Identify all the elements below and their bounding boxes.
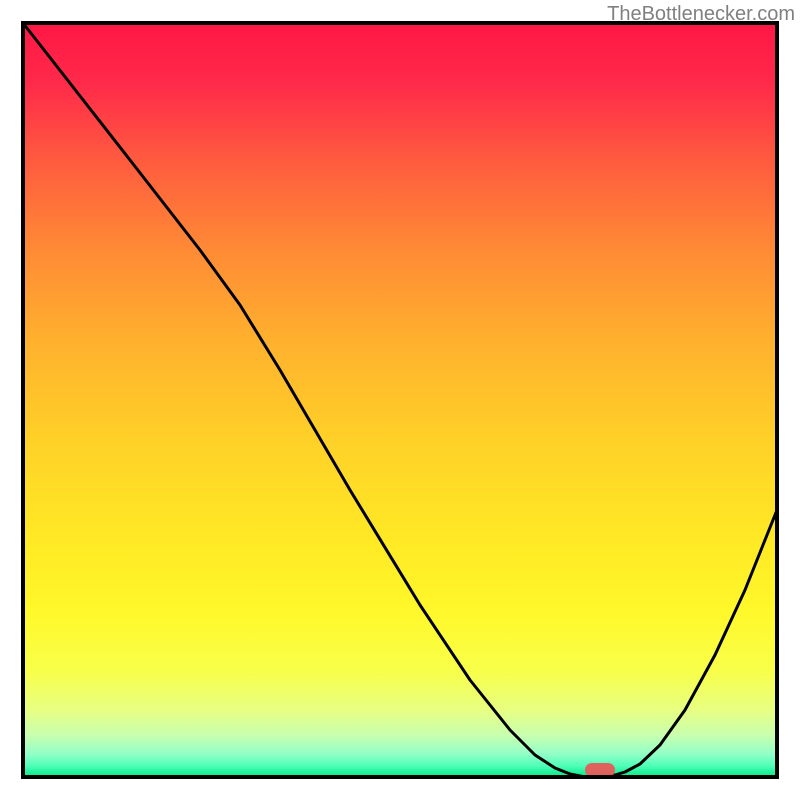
optimal-marker (585, 763, 615, 777)
bottleneck-chart: TheBottlenecker.com (0, 0, 800, 800)
chart-svg: TheBottlenecker.com (0, 0, 800, 800)
plot-background (23, 23, 777, 777)
watermark-text: TheBottlenecker.com (607, 3, 795, 25)
